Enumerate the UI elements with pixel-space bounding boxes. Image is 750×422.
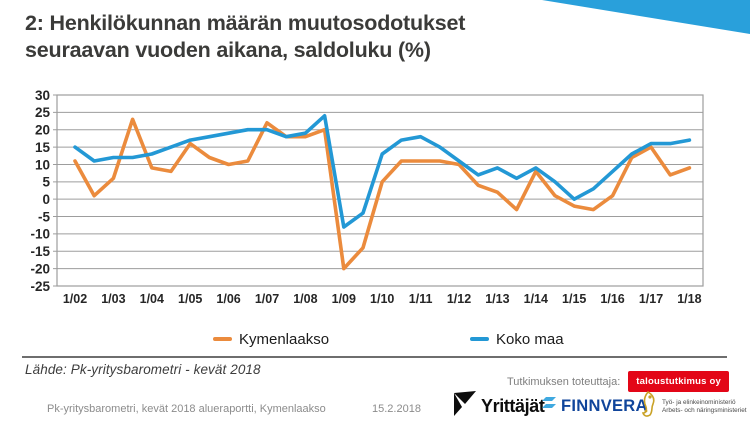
researcher-label: Tutkimuksen toteuttaja:: [506, 375, 621, 388]
x-tick-label: 1/07: [255, 292, 279, 306]
x-tick-label: 1/12: [447, 292, 471, 306]
y-tick-label: 10: [35, 157, 50, 172]
x-tick-label: 1/09: [332, 292, 356, 306]
x-tick-label: 1/11: [409, 292, 433, 306]
tem-logo-text-line1: Työ- ja elinkeinoministeriö: [662, 398, 736, 406]
source-note: Lähde: Pk-yritysbarometri - kevät 2018: [25, 362, 261, 377]
x-tick-label: 1/02: [63, 292, 87, 306]
finnvera-logo-text: FINNVERA: [561, 396, 648, 415]
legend-item-koko-maa: Koko maa: [470, 328, 564, 350]
legend-label-koko-maa: Koko maa: [496, 330, 564, 348]
page-title: 2: Henkilökunnan määrän muutosodotukset …: [25, 10, 585, 64]
y-tick-label: -5: [38, 209, 50, 224]
researcher-block: Tutkimuksen toteuttaja: taloustutkimus o…: [507, 371, 729, 392]
tem-logo-text-line2: Arbets- och näringsministeriet: [662, 407, 747, 414]
footer-divider: [22, 356, 727, 358]
x-tick-label: 1/03: [101, 292, 125, 306]
y-tick-label: -20: [30, 261, 50, 276]
yrittajat-logo: Yrittäjät: [452, 390, 545, 422]
x-tick-label: 1/16: [600, 292, 624, 306]
legend-marker-kymenlaakso: [213, 336, 232, 342]
series-line-koko-maa: [73, 114, 692, 229]
taloustutkimus-badge: taloustutkimus oy: [628, 371, 729, 392]
plot-border: [56, 94, 704, 287]
legend-marker-koko-maa: [470, 336, 489, 342]
yrittajat-logo-text: Yrittäjät: [481, 395, 545, 416]
y-tick-label: -15: [30, 244, 50, 259]
page-title-line2: seuraavan vuoden aikana, saldoluku (%): [25, 38, 431, 62]
y-tick-label: -10: [30, 227, 50, 242]
finnvera-logo: FINNVERA: [542, 396, 648, 416]
chart-svg: 30 25 20 15 10 5 0 -5 -10 -15 -20 -25 1/02 1/03 1/04 1/…: [30, 88, 704, 306]
y-tick-label: 15: [35, 140, 51, 155]
footer-report-title: Pk-yritysbarometri, kevät 2018 aluerapor…: [47, 403, 326, 415]
series-line-kymenlaakso: [73, 117, 692, 271]
x-tick-label: 1/10: [370, 292, 394, 306]
x-tick-label: 1/14: [524, 292, 548, 306]
x-tick-label: 1/18: [677, 292, 701, 306]
legend-item-kymenlaakso: Kymenlaakso: [213, 328, 329, 350]
chart-legend: Kymenlaakso Koko maa: [0, 328, 750, 350]
y-tick-label: 20: [35, 123, 50, 138]
yrittajat-flag-icon: [452, 390, 478, 422]
footer-date: 15.2.2018: [372, 403, 421, 415]
x-tick-label: 1/05: [178, 292, 202, 306]
finnvera-mark-icon: [542, 396, 557, 416]
x-tick-label: 1/04: [140, 292, 164, 306]
tem-logo: Työ- ja elinkeinoministeriö Arbets- och …: [638, 390, 747, 422]
tem-emblem-icon: [638, 390, 658, 422]
x-tick-label: 1/08: [293, 292, 317, 306]
y-tick-label: -25: [30, 279, 50, 294]
y-tick-label: 25: [35, 105, 51, 120]
x-tick-label: 1/06: [216, 292, 240, 306]
x-tick-label: 1/17: [639, 292, 663, 306]
y-tick-label: 5: [42, 175, 50, 190]
legend-label-kymenlaakso: Kymenlaakso: [239, 330, 330, 348]
x-tick-label: 1/13: [485, 292, 509, 306]
x-tick-label: 1/15: [562, 292, 586, 306]
y-tick-label: 30: [35, 88, 50, 103]
page-title-line1: 2: Henkilökunnan määrän muutosodotukset: [25, 11, 466, 35]
y-tick-label: 0: [42, 192, 50, 207]
accent-wedge: [542, 0, 750, 34]
